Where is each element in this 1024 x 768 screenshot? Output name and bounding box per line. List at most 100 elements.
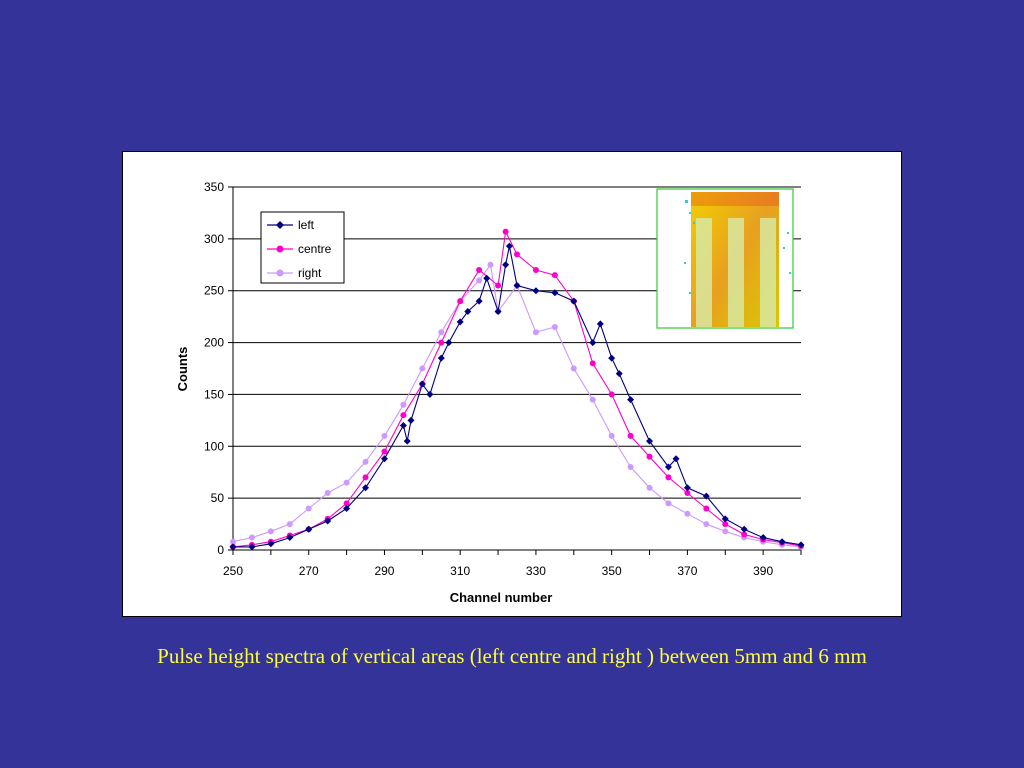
data-point-left [551, 289, 559, 297]
data-point-right [267, 528, 274, 535]
data-point-left [445, 339, 453, 347]
data-point-left [646, 437, 654, 445]
legend: left centre right [260, 211, 345, 284]
y-axis-title: Counts [175, 347, 190, 392]
data-point-right [570, 365, 577, 372]
x-tick-label: 270 [299, 564, 319, 578]
y-tick-label: 300 [204, 232, 224, 246]
data-point-left [505, 242, 513, 250]
data-point-left [399, 422, 407, 430]
line-chart: 0 50 100 150 200 250 300 350 250 270 290 310 330 350 3… [175, 180, 805, 605]
legend-label-left: left [298, 218, 315, 232]
data-point-right [248, 534, 255, 541]
legend-marker-right [276, 269, 284, 277]
data-point-left [683, 484, 691, 492]
data-point-centre [343, 500, 350, 507]
y-tick-label: 50 [211, 491, 225, 505]
data-point-right [551, 324, 558, 331]
data-point-right [665, 500, 672, 507]
data-point-left [418, 380, 426, 388]
data-point-centre [684, 489, 691, 496]
data-point-centre [400, 412, 407, 419]
data-point-centre [362, 474, 369, 481]
legend-marker-centre [276, 245, 284, 253]
data-point-left [608, 354, 616, 362]
data-point-right [230, 538, 236, 545]
chart-frame: 0 50 100 150 200 250 300 350 250 270 290 310 330 350 3… [122, 151, 902, 617]
data-point-right [286, 521, 293, 528]
y-tick-label: 100 [204, 439, 224, 453]
data-point-left [532, 287, 540, 295]
data-point-left [475, 297, 483, 305]
data-point-centre [722, 521, 729, 528]
slide-caption: Pulse height spectra of vertical areas (… [157, 644, 867, 668]
y-tick-label: 0 [217, 543, 224, 557]
data-point-left [664, 463, 672, 471]
data-point-left [286, 534, 294, 542]
x-tick-label: 370 [677, 564, 697, 578]
data-point-left [672, 455, 680, 463]
data-point-right [589, 396, 596, 403]
data-point-right [362, 458, 369, 465]
x-tick-label: 350 [602, 564, 622, 578]
x-tick-label: 330 [526, 564, 546, 578]
data-point-left [502, 261, 510, 269]
data-point-left [380, 455, 388, 463]
data-point-left [426, 390, 434, 398]
data-point-left [596, 320, 604, 328]
data-point-left [721, 515, 729, 523]
data-point-left [267, 540, 275, 548]
data-point-left [403, 437, 411, 445]
data-point-right [305, 505, 312, 512]
legend-label-centre: centre [298, 242, 332, 256]
data-point-left [627, 396, 635, 404]
data-point-left [248, 543, 256, 551]
data-point-left [797, 541, 805, 549]
data-point-right [684, 510, 691, 517]
x-tick-label: 390 [753, 564, 773, 578]
data-point-left [229, 543, 237, 551]
data-point-left [615, 370, 623, 378]
data-point-centre [551, 272, 558, 279]
series-line-left [233, 245, 802, 548]
data-point-right [438, 329, 445, 336]
data-point-right [703, 521, 710, 528]
data-point-right [722, 528, 729, 535]
data-point-centre [627, 432, 634, 439]
x-tick-label: 250 [223, 564, 243, 578]
data-point-right [400, 401, 407, 408]
series-line-right [232, 263, 802, 548]
data-point-centre [703, 505, 710, 512]
y-tick-label: 200 [204, 336, 224, 350]
data-point-centre [381, 448, 388, 455]
data-point-left [437, 354, 445, 362]
legend-label-right: right [298, 266, 322, 280]
y-tick-label: 250 [204, 284, 224, 298]
data-point-left [464, 307, 472, 315]
data-point-left [778, 538, 786, 546]
data-point-right [343, 479, 350, 486]
data-point-centre [646, 453, 653, 460]
data-point-left [740, 525, 748, 533]
data-point-right [476, 277, 483, 284]
data-point-right [324, 489, 331, 496]
data-point-right [627, 464, 634, 471]
data-point-left [305, 525, 313, 533]
y-tick-label: 150 [204, 387, 224, 401]
data-point-centre [665, 474, 672, 481]
data-point-centre [608, 391, 615, 398]
data-point-left [570, 297, 578, 305]
data-point-right [419, 365, 426, 372]
data-point-centre [438, 339, 445, 346]
data-point-left [494, 307, 502, 315]
series-line-centre [232, 229, 802, 548]
data-point-left [456, 318, 464, 326]
data-point-left [324, 517, 332, 525]
data-point-left [362, 484, 370, 492]
legend-marker-left [276, 221, 284, 229]
data-point-centre [532, 266, 539, 273]
data-point-left [589, 339, 597, 347]
y-tick-label: 350 [204, 180, 224, 194]
data-point-centre [589, 360, 596, 367]
data-point-left [759, 534, 767, 542]
